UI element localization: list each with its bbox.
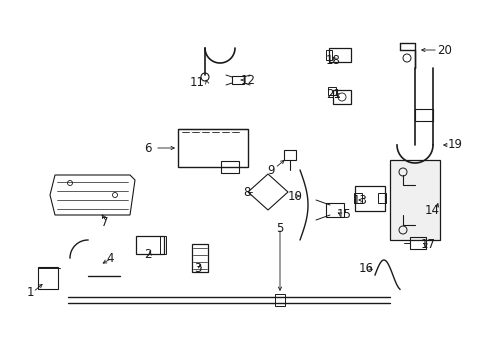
Bar	[136, 236, 163, 254]
Bar	[414, 109, 432, 121]
Text: 21: 21	[326, 89, 341, 102]
Text: 12: 12	[240, 73, 255, 86]
Bar	[192, 244, 207, 272]
Text: 9: 9	[267, 163, 274, 176]
Text: 1: 1	[26, 285, 34, 298]
Text: 14: 14	[424, 203, 439, 216]
Bar	[377, 193, 385, 203]
Text: 8: 8	[243, 186, 250, 199]
Text: 3: 3	[194, 261, 201, 274]
Bar	[38, 267, 58, 289]
Text: 5: 5	[276, 221, 283, 234]
Bar	[332, 90, 350, 104]
Text: 16: 16	[358, 261, 373, 274]
Bar	[389, 160, 439, 240]
Bar	[409, 237, 425, 249]
Text: 13: 13	[352, 194, 366, 207]
Bar	[274, 294, 285, 306]
Bar	[284, 150, 295, 160]
Bar	[327, 87, 335, 95]
Text: 10: 10	[287, 189, 302, 202]
Text: 2: 2	[144, 248, 151, 261]
Bar	[178, 129, 247, 167]
Text: 11: 11	[189, 77, 204, 90]
Bar	[354, 185, 384, 211]
Text: 7: 7	[101, 216, 108, 229]
Text: 17: 17	[420, 238, 435, 252]
Text: 4: 4	[106, 252, 114, 265]
Bar	[325, 50, 331, 60]
Bar	[221, 161, 239, 173]
Text: 6: 6	[144, 141, 151, 154]
Bar	[353, 193, 361, 203]
Bar	[231, 76, 244, 84]
Bar	[325, 203, 343, 217]
Bar	[160, 236, 165, 254]
Text: 19: 19	[447, 139, 462, 152]
Text: 20: 20	[437, 44, 451, 57]
Text: 15: 15	[336, 208, 351, 221]
Text: 18: 18	[325, 54, 340, 67]
Bar	[328, 48, 350, 62]
